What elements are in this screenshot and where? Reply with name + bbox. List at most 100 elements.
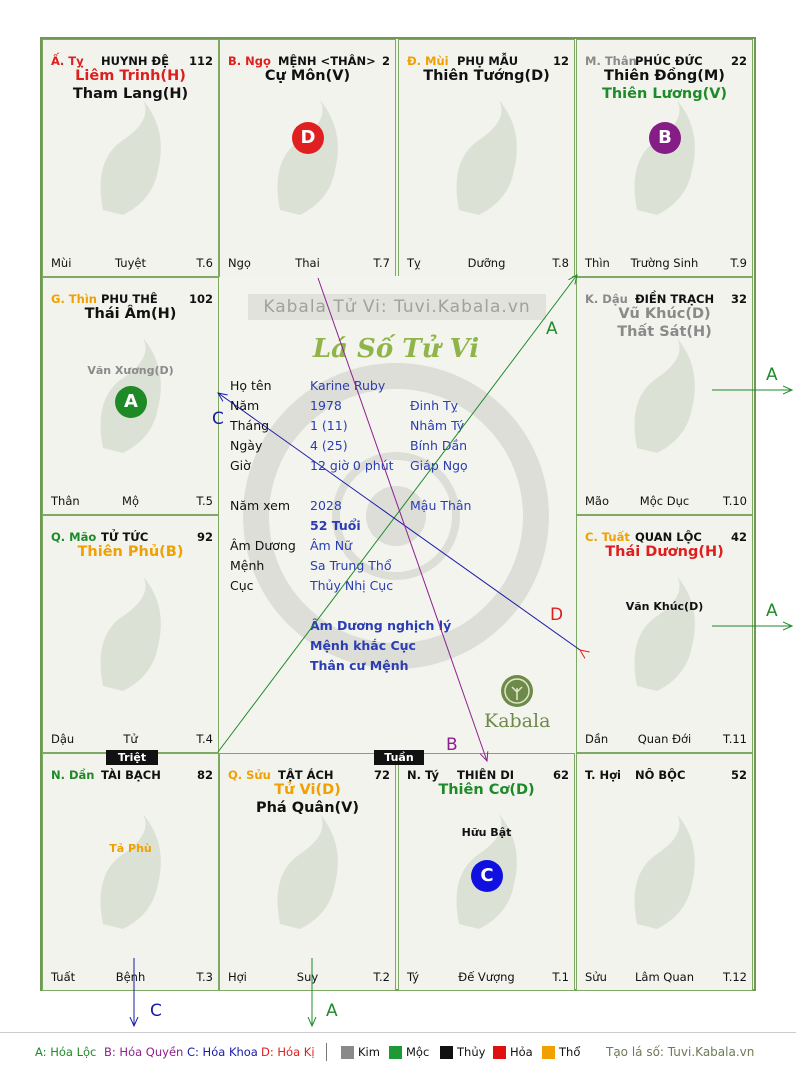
minor-star: Văn Xương(D) (87, 364, 174, 377)
tuan-tag: Tuần (374, 750, 424, 765)
period-label: T.4 (196, 732, 213, 746)
period-label: T.9 (730, 256, 747, 270)
label-ho-ten: Họ tên (230, 378, 272, 393)
branch-label: Tý (407, 970, 420, 984)
zodiac-watermark-icon (100, 100, 161, 215)
footer-link[interactable]: Tạo lá số: Tuvi.Kabala.vn (606, 1045, 755, 1059)
can-chi-label: Ấ. Tỵ (51, 54, 84, 68)
palace-thien-di[interactable]: N. Tý THIÊN DI 62 Thiên Cơ(D) Hữu Bật C Tý Đế V… (398, 753, 575, 991)
period-label: T.12 (723, 970, 747, 984)
hoa-badge: D (292, 122, 324, 154)
period-label: T.10 (723, 494, 747, 508)
palace-phu-mau[interactable]: Đ. Mùi PHỤ MẪU 12 Thiên Tướng(D) Tỵ Dưỡng T.8 (398, 39, 575, 277)
legend-hoa-khoa: C: Hóa Khoa (187, 1045, 258, 1059)
legend-moc: Mộc (406, 1045, 430, 1059)
house-name: HUYNH ĐỆ (101, 54, 170, 68)
palace-menh[interactable]: B. Ngọ MỆNH <THÂN> 2 Cự Môn(V) D Ngọ Thai T.7 (219, 39, 396, 277)
label-c-tai: C (150, 1001, 162, 1021)
label-a-quan: A (766, 601, 778, 621)
house-name: MỆNH <THÂN> (278, 54, 376, 68)
house-name: PHÚC ĐỨC (635, 54, 703, 68)
main-star: Thiên Tướng(D) (423, 68, 550, 84)
main-star: Thiên Phủ(B) (77, 544, 184, 560)
arrow-hoa-ki-line (218, 393, 580, 650)
period-label: T.3 (196, 970, 213, 984)
center-title: Lá Số Tử Vi (312, 334, 480, 364)
label-a-tat: A (326, 1001, 338, 1021)
house-number: 72 (373, 768, 390, 782)
palace-no-boc[interactable]: T. Hợi NÔ BỘC 52 Sửu Lâm Quan T.12 (576, 753, 753, 991)
phase-label: Quan Đới (637, 732, 692, 746)
minor-star: Văn Khúc(D) (625, 600, 704, 613)
main-star: Thiên Lương(V) (601, 86, 728, 102)
house-name: QUAN LỘC (635, 530, 702, 544)
main-star: Tử Vi(D) (274, 782, 341, 798)
branch-label: Thân (51, 494, 80, 508)
legend-hoa-quyen: B: Hóa Quyền (104, 1045, 184, 1059)
minor-star: Hữu Bật (461, 826, 512, 839)
kabala-logo-text: Kabala (484, 710, 551, 732)
zodiac-watermark-icon (634, 338, 695, 453)
main-star: Thất Sát(H) (617, 324, 712, 340)
phase-label: Mộc Dục (639, 494, 690, 508)
can-chi-label: K. Dậu (585, 292, 628, 306)
palace-tat-ach[interactable]: Q. Sửu TẬT ÁCH 72 Tử Vi(D) Phá Quân(V) Hợi Suy… (219, 753, 396, 991)
phase-label: Lâm Quan (635, 970, 694, 984)
branch-label: Tuất (51, 970, 76, 984)
hoa-badge: A (115, 386, 147, 418)
zodiac-watermark-icon (100, 814, 161, 929)
main-star: Phá Quân(V) (255, 800, 359, 816)
hoa-badge: B (649, 122, 681, 154)
palace-phu-the[interactable]: G. Thìn PHU THÊ 102 Thái Âm(H) Văn Xương(D) A… (42, 277, 219, 515)
palace-phuc-duc[interactable]: M. Thân PHÚC ĐỨC 22 Thiên Đồng(M) Thiên Lươn… (576, 39, 753, 277)
main-star: Tham Lang(H) (72, 86, 189, 102)
can-chi-label: B. Ngọ (228, 54, 271, 68)
palace-tai-bach[interactable]: N. Dần TÀI BẠCH 82 Tả Phù Tuất Bệnh T.3 (42, 753, 219, 991)
house-name: TẬT ÁCH (278, 768, 334, 782)
arrow-hoa-quyen-line (317, 277, 487, 761)
can-chi-label: Đ. Mùi (407, 54, 449, 68)
branch-label: Dậu (51, 732, 75, 746)
house-number: 2 (381, 54, 390, 68)
branch-label: Hợi (228, 970, 247, 984)
hoa-badge: C (471, 860, 503, 892)
house-number: 112 (188, 54, 213, 68)
can-chi-label: Q. Mão (51, 530, 97, 544)
palace-dien-trach[interactable]: K. Dậu ĐIỀN TRẠCH 32 Vũ Khúc(D) Thất Sát(H) M… (576, 277, 753, 515)
arrow-hoa-loc-line (217, 275, 577, 753)
phase-label: Thai (295, 256, 320, 270)
value-ho-ten: Karine Ruby (310, 378, 386, 393)
main-star: Vũ Khúc(D) (618, 306, 711, 322)
palace-quan-loc[interactable]: C. Tuất QUAN LỘC 42 Thái Dương(H) Văn Khúc(D… (576, 515, 753, 753)
house-name: THIÊN DI (457, 768, 515, 782)
main-star: Thái Âm(H) (84, 306, 177, 322)
legend-kim: Kim (358, 1045, 380, 1059)
house-number: 52 (730, 768, 747, 782)
branch-label: Tỵ (407, 256, 421, 270)
zodiac-watermark-icon (634, 576, 695, 691)
house-name: PHU THÊ (101, 292, 158, 306)
legend-hoa: Hỏa (510, 1045, 533, 1059)
minor-star: Tả Phù (109, 842, 152, 855)
label-c-diag: C (212, 409, 224, 429)
palace-huynh-de[interactable]: Ấ. Tỵ HUYNH ĐỆ 112 Liêm Trinh(H) Tham Lang(H… (42, 39, 219, 277)
house-number: 42 (730, 530, 747, 544)
can-chi-label: M. Thân (585, 54, 637, 68)
branch-label: Mão (585, 494, 610, 508)
house-number: 62 (552, 768, 569, 782)
zodiac-watermark-icon (456, 100, 517, 215)
branch-label: Ngọ (228, 256, 251, 270)
period-label: T.7 (373, 256, 390, 270)
branch-label: Thìn (585, 256, 610, 270)
main-star: Thiên Đồng(M) (604, 68, 725, 84)
zodiac-watermark-icon (634, 814, 695, 929)
palace-tu-tuc[interactable]: Q. Mão TỬ TỨC 92 Thiên Phủ(B) Dậu Tử T.4 (42, 515, 219, 753)
zodiac-watermark-icon (277, 814, 338, 929)
legend-thuy: Thủy (457, 1045, 486, 1059)
zodiac-watermark-icon (277, 100, 338, 215)
period-label: T.1 (552, 970, 569, 984)
chart-board: Ấ. Tỵ HUYNH ĐỆ 112 Liêm Trinh(H) Tham Lang(H… (40, 37, 756, 991)
house-name: PHỤ MẪU (457, 54, 519, 68)
zodiac-watermark-icon (634, 100, 695, 215)
